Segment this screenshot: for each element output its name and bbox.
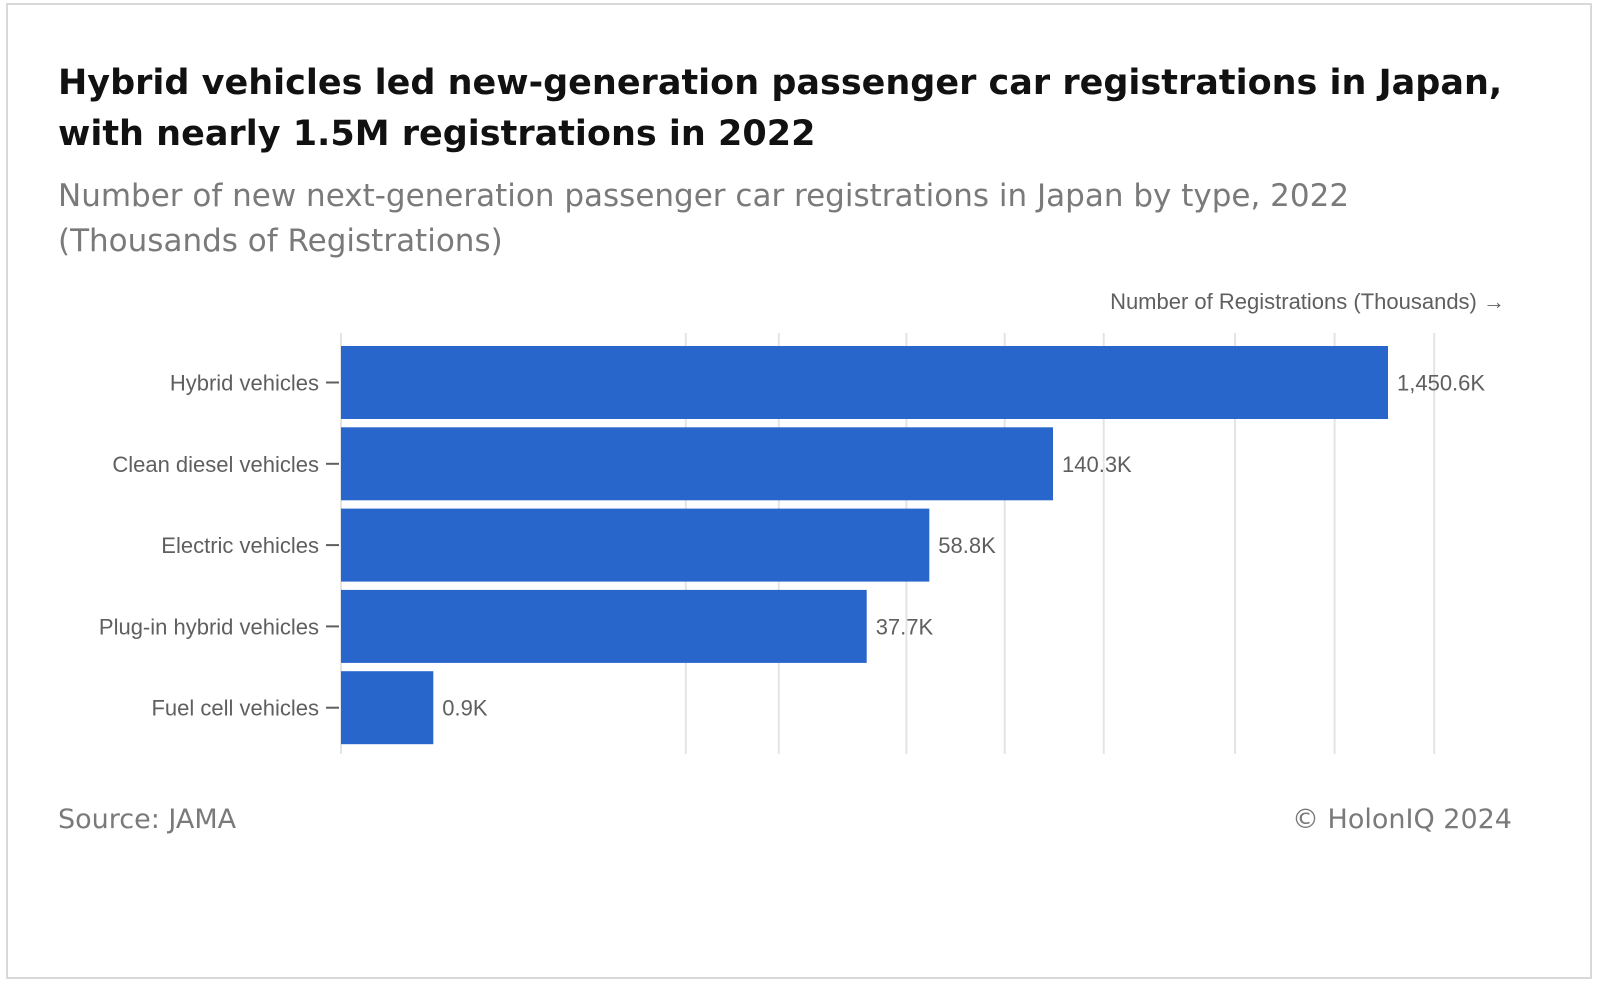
category-label: Fuel cell vehicles <box>151 696 319 721</box>
category-label: Plug-in hybrid vehicles <box>99 614 319 639</box>
bar <box>341 671 434 745</box>
copyright-credit: © HolonIQ 2024 <box>1291 804 1512 835</box>
bar <box>341 589 867 663</box>
chart-title: Hybrid vehicles led new-generation passe… <box>58 63 1503 154</box>
category-label: Hybrid vehicles <box>170 371 319 396</box>
value-label: 0.9K <box>442 696 488 721</box>
value-label: 37.7K <box>876 614 934 639</box>
source-note: Source: JAMA <box>58 804 237 835</box>
bar <box>341 346 1388 419</box>
bar <box>341 508 930 582</box>
bar <box>341 427 1053 501</box>
value-label: 58.8K <box>938 533 996 558</box>
x-axis-title: Number of Registrations (Thousands) → <box>1110 289 1505 314</box>
chart-subtitle: Number of new next-generation passenger … <box>58 178 1350 259</box>
value-label: 140.3K <box>1062 452 1132 477</box>
bars: Hybrid vehicles 1,450.6K Clean diesel vehi… <box>99 346 1485 745</box>
category-label: Clean diesel vehicles <box>112 452 319 477</box>
value-label: 1,450.6K <box>1397 371 1485 396</box>
category-label: Electric vehicles <box>161 533 319 558</box>
